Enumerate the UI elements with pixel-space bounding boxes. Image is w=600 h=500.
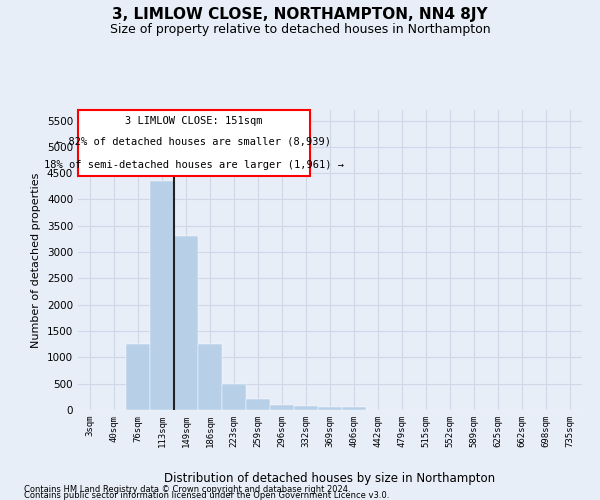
Text: 18% of semi-detached houses are larger (1,961) →: 18% of semi-detached houses are larger (…	[44, 160, 344, 170]
Bar	[318, 408, 342, 410]
Text: Contains HM Land Registry data © Crown copyright and database right 2024.: Contains HM Land Registry data © Crown c…	[24, 485, 350, 494]
Text: Distribution of detached houses by size in Northampton: Distribution of detached houses by size …	[164, 472, 496, 485]
Bar	[174, 236, 198, 410]
Bar	[246, 400, 270, 410]
Bar	[342, 408, 366, 410]
Text: 3, LIMLOW CLOSE, NORTHAMPTON, NN4 8JY: 3, LIMLOW CLOSE, NORTHAMPTON, NN4 8JY	[112, 8, 488, 22]
Bar	[222, 384, 246, 410]
Bar	[126, 344, 150, 410]
Text: Size of property relative to detached houses in Northampton: Size of property relative to detached ho…	[110, 22, 490, 36]
FancyBboxPatch shape	[78, 110, 310, 176]
Bar	[150, 181, 174, 410]
Bar	[294, 406, 318, 410]
Text: 3 LIMLOW CLOSE: 151sqm: 3 LIMLOW CLOSE: 151sqm	[125, 116, 263, 126]
Text: Contains public sector information licensed under the Open Government Licence v3: Contains public sector information licen…	[24, 491, 389, 500]
Bar	[270, 404, 294, 410]
Text: ← 82% of detached houses are smaller (8,939): ← 82% of detached houses are smaller (8,…	[56, 137, 331, 147]
Bar	[198, 344, 222, 410]
Y-axis label: Number of detached properties: Number of detached properties	[31, 172, 41, 348]
